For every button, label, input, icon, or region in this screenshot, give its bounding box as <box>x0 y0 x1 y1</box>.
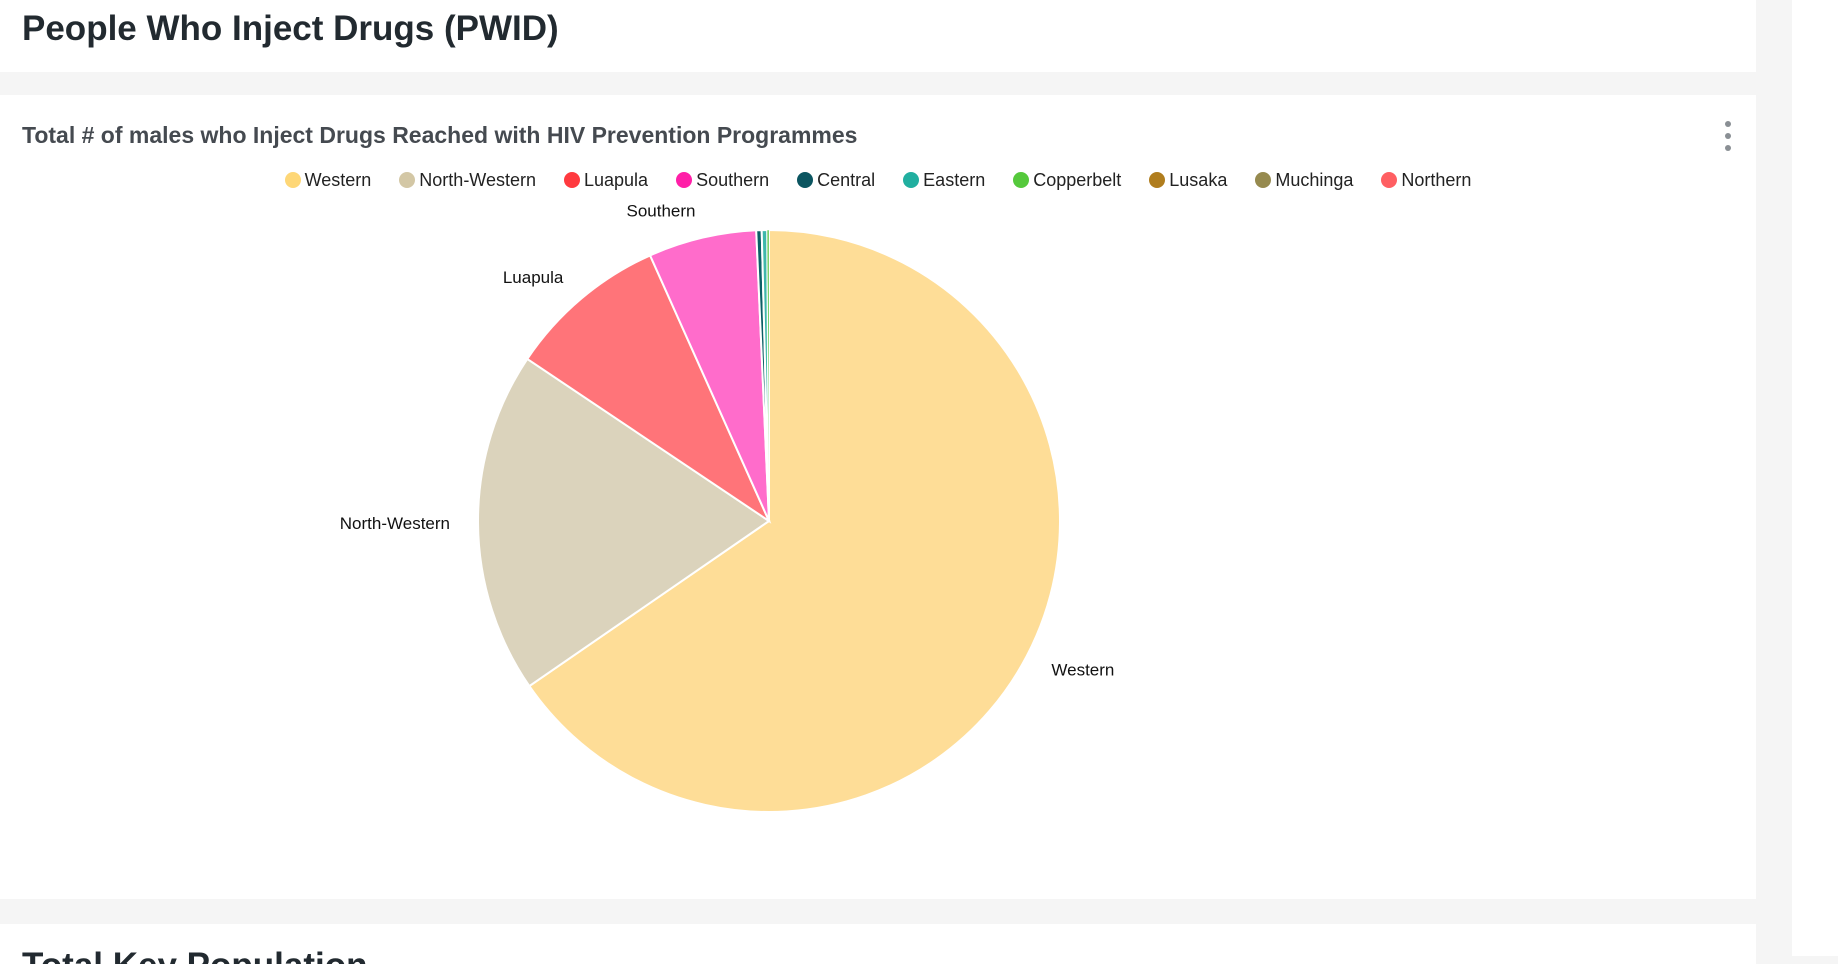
legend-label: Muchinga <box>1275 169 1354 190</box>
slice-label-western: Western <box>1051 660 1114 679</box>
legend-label: North-Western <box>419 169 536 190</box>
chart-card: Total # of males who Inject Drugs Reache… <box>0 95 1756 899</box>
next-section-title: Total Key Population <box>22 946 367 964</box>
next-section-header: Total Key Population <box>0 924 1756 964</box>
pie-slice-copperbelt[interactable] <box>766 229 770 522</box>
slice-label-southern: Southern <box>627 202 696 221</box>
legend-label: Western <box>304 169 372 190</box>
page-scroll-strip <box>1792 0 1838 956</box>
menu-dot <box>1725 145 1731 151</box>
legend-label: Northern <box>1401 169 1472 190</box>
legend-item-northern[interactable]: Northern <box>1381 170 1471 191</box>
pie-chart: Western North-Western Luapula Southern <box>340 202 1114 813</box>
legend-label: Copperbelt <box>1033 169 1122 190</box>
slice-label-luapula: Luapula <box>503 268 564 287</box>
pie-slice-luapula[interactable] <box>525 254 772 524</box>
section-header: People Who Inject Drugs (PWID) <box>0 0 1756 72</box>
legend-item-central[interactable]: Central <box>797 170 875 191</box>
legend-swatch <box>564 172 580 188</box>
legend-item-eastern[interactable]: Eastern <box>903 170 985 191</box>
legend-label: Lusaka <box>1169 169 1228 190</box>
kebab-menu-icon[interactable] <box>1718 121 1738 151</box>
legend-label: Luapula <box>584 169 649 190</box>
legend-swatch <box>1149 172 1166 188</box>
legend-swatch <box>284 172 301 188</box>
legend-item-lusaka[interactable]: Lusaka <box>1149 170 1227 191</box>
legend-label: Eastern <box>923 169 986 190</box>
slice-label-north-western: North-Western <box>340 514 450 533</box>
section-title: People Who Inject Drugs (PWID) <box>22 9 559 48</box>
chart-legend: Western North-Western Luapula Southern Centr… <box>0 167 1756 193</box>
pie-slice-western[interactable] <box>527 228 1061 813</box>
legend-label: Southern <box>696 169 770 190</box>
legend-item-luapula[interactable]: Luapula <box>564 170 648 191</box>
legend-swatch <box>903 172 920 188</box>
legend-swatch <box>676 172 693 188</box>
chart-title: Total # of males who Inject Drugs Reache… <box>22 122 858 148</box>
legend-swatch <box>1013 172 1030 188</box>
legend-item-southern[interactable]: Southern <box>676 170 769 191</box>
legend-item-copperbelt[interactable]: Copperbelt <box>1013 170 1121 191</box>
pie-slice-north-western[interactable] <box>477 357 771 688</box>
legend-item-north-western[interactable]: North-Western <box>399 170 536 191</box>
legend-swatch <box>1381 172 1398 188</box>
legend-label: Central <box>817 169 876 190</box>
menu-dot <box>1725 121 1731 127</box>
legend-swatch <box>399 172 416 188</box>
legend-swatch <box>1255 172 1272 188</box>
legend-swatch <box>797 172 814 188</box>
legend-item-muchinga[interactable]: Muchinga <box>1255 170 1353 191</box>
menu-dot <box>1725 133 1731 139</box>
legend-item-western[interactable]: Western <box>284 169 372 191</box>
